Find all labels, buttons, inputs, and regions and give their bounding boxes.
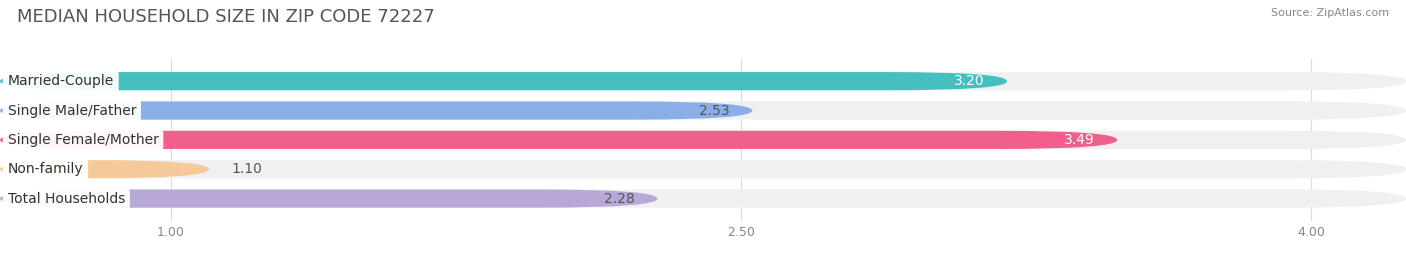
FancyBboxPatch shape xyxy=(0,160,209,178)
FancyBboxPatch shape xyxy=(0,131,1118,149)
Text: Total Households: Total Households xyxy=(7,192,125,206)
FancyBboxPatch shape xyxy=(0,131,1406,149)
FancyBboxPatch shape xyxy=(0,101,1406,120)
Text: 2.53: 2.53 xyxy=(699,104,730,118)
Text: Non-family: Non-family xyxy=(7,162,83,176)
Text: MEDIAN HOUSEHOLD SIZE IN ZIP CODE 72227: MEDIAN HOUSEHOLD SIZE IN ZIP CODE 72227 xyxy=(17,8,434,26)
Text: Single Male/Father: Single Male/Father xyxy=(7,104,136,118)
Text: 1.10: 1.10 xyxy=(232,162,263,176)
Text: Source: ZipAtlas.com: Source: ZipAtlas.com xyxy=(1271,8,1389,18)
Text: 3.49: 3.49 xyxy=(1064,133,1094,147)
FancyBboxPatch shape xyxy=(0,160,1406,178)
FancyBboxPatch shape xyxy=(0,72,1406,90)
Text: 2.28: 2.28 xyxy=(603,192,634,206)
Text: Married-Couple: Married-Couple xyxy=(7,74,114,88)
FancyBboxPatch shape xyxy=(0,189,658,208)
FancyBboxPatch shape xyxy=(0,101,752,120)
Text: 3.20: 3.20 xyxy=(953,74,984,88)
FancyBboxPatch shape xyxy=(0,72,1007,90)
Text: Single Female/Mother: Single Female/Mother xyxy=(7,133,159,147)
FancyBboxPatch shape xyxy=(0,189,1406,208)
